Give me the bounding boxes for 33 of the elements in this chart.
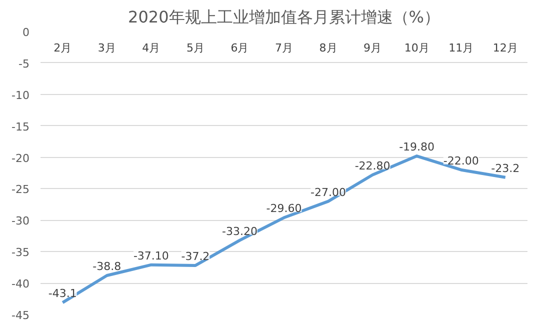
data-label: -22.00: [443, 154, 479, 168]
y-tick-label: -45: [12, 309, 30, 322]
data-label: -33.20: [222, 224, 258, 238]
x-tick-label: 7月: [275, 42, 293, 54]
x-tick-label: 12月: [492, 42, 518, 54]
data-label: -37.2: [181, 250, 210, 263]
x-tick-label: 6月: [230, 42, 249, 54]
data-label: -43.1: [48, 287, 77, 300]
data-label: -27.00: [310, 186, 346, 199]
y-tick-label: -20: [12, 152, 30, 165]
data-label: -29.60: [266, 202, 302, 216]
y-tick-label: -5: [18, 57, 30, 70]
data-label: -38.8: [92, 260, 122, 274]
y-tick-label: 0: [22, 26, 30, 39]
data-label: -22.80: [354, 159, 390, 172]
x-tick-label: 11月: [448, 42, 474, 54]
chart-title: 2020年规上工业增加值各月累计增速（%）: [128, 8, 440, 26]
y-tick-label: -30: [12, 214, 30, 228]
y-tick-label: -40: [12, 278, 30, 291]
data-label: -37.10: [133, 249, 169, 262]
x-tick-label: 3月: [98, 42, 116, 54]
x-tick-label: 4月: [142, 42, 160, 54]
y-tick-label: -15: [12, 120, 30, 134]
x-tick-label: 2月: [54, 42, 72, 54]
x-tick-label: 10月: [404, 42, 430, 54]
x-tick-label: 5月: [186, 42, 204, 54]
x-tick-label: 9月: [364, 42, 382, 54]
data-label: -19.80: [399, 140, 435, 154]
x-tick-label: 8月: [319, 42, 338, 54]
data-label: -23.2: [491, 162, 520, 175]
y-tick-label: -10: [12, 88, 30, 102]
y-tick-label: -35: [12, 246, 30, 260]
y-tick-label: -25: [12, 183, 30, 196]
